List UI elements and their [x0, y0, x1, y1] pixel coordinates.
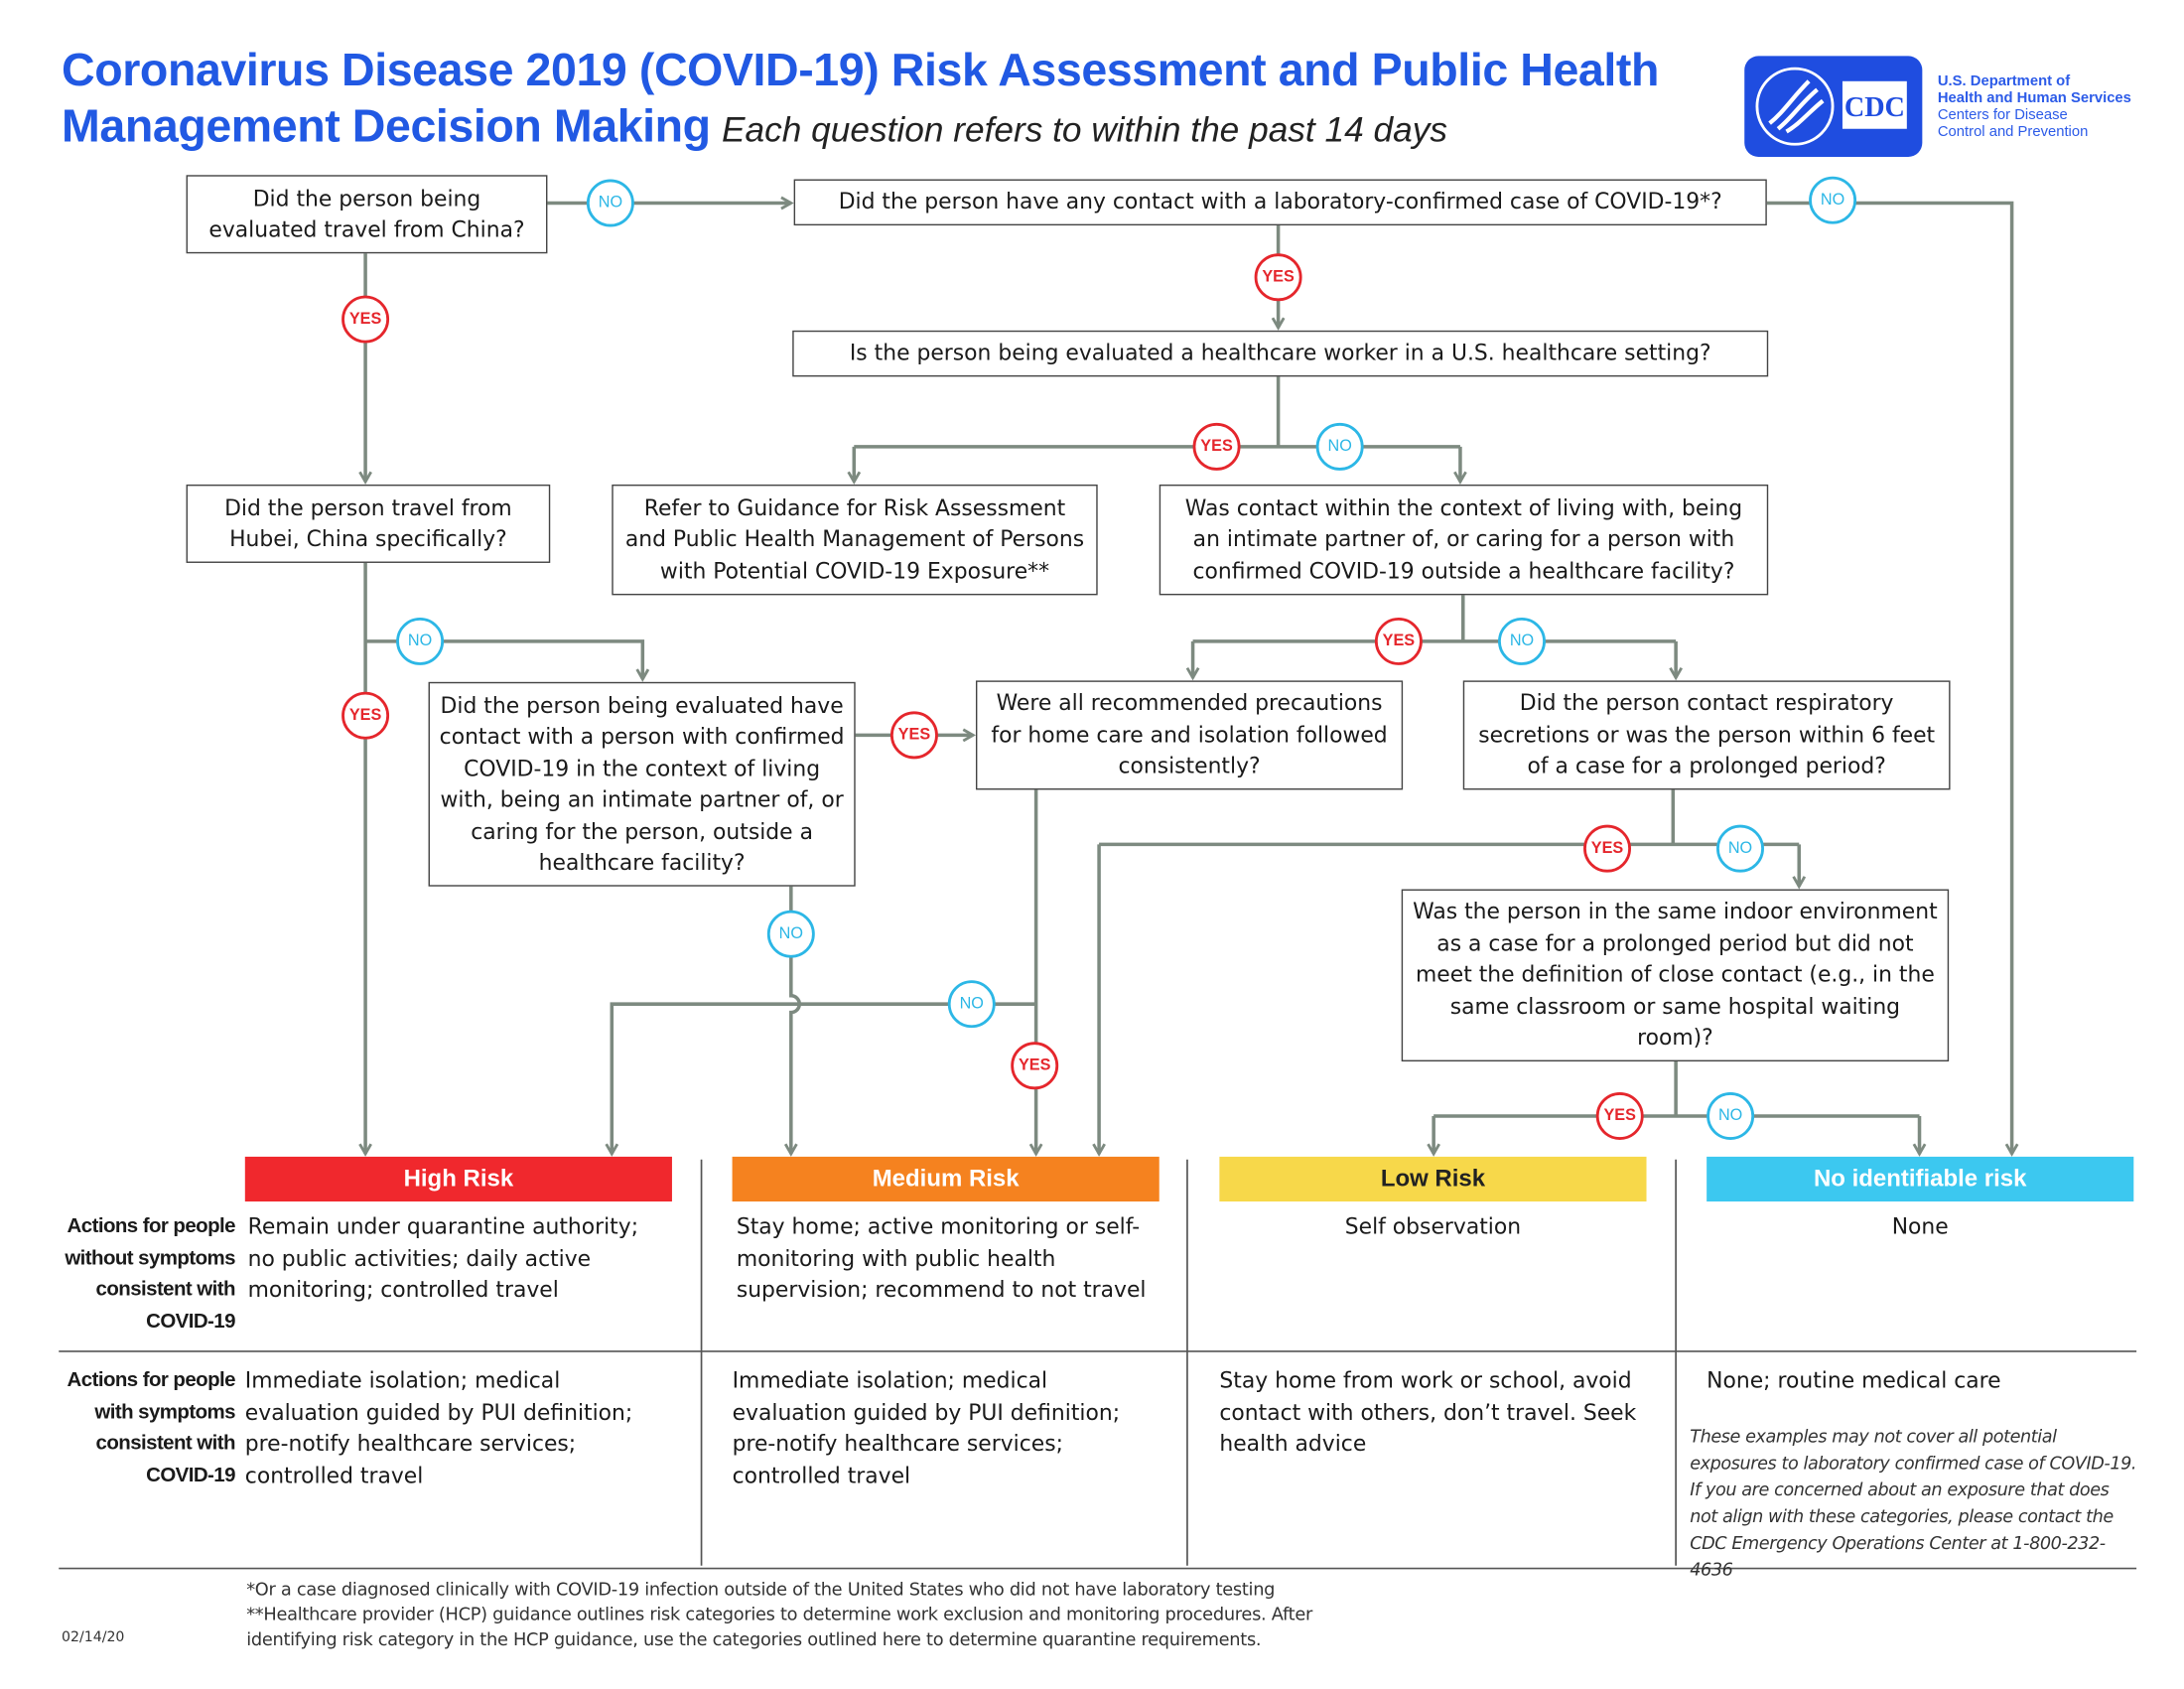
risk-header-none: No identifiable risk [1706, 1156, 2134, 1202]
low-risk-without-symptoms: Self observation [1344, 1213, 1522, 1240]
yes-badge: YES [1254, 253, 1302, 302]
connector [612, 1002, 1036, 1154]
subtitle: Each question refers to within the past … [721, 110, 1448, 150]
no-badge: NO [1706, 1092, 1755, 1140]
high-risk-without-symptoms: Remain under quarantine authority; no pu… [247, 1213, 639, 1303]
footnotes: *Or a case diagnosed clinically with COV… [246, 1577, 1366, 1652]
yes-badge: YES [341, 691, 390, 740]
disclaimer-note: These examples may not cover all potenti… [1690, 1425, 2137, 1580]
high-risk-with-symptoms: Immediate isolation; medical evaluation … [244, 1367, 633, 1488]
footnote-2: **Healthcare provider (HCP) guidance out… [246, 1603, 1313, 1650]
no-badge: NO [947, 980, 996, 1029]
medium-risk-without-symptoms: Stay home; active monitoring or self-mon… [736, 1213, 1147, 1303]
footnote-1: *Or a case diagnosed clinically with COV… [246, 1578, 1276, 1600]
risk-header-low: Low Risk [1219, 1156, 1647, 1202]
hcp-guidance-box: Refer to Guidance for Risk Assessment an… [612, 484, 1098, 596]
logo-line-1: U.S. Department of [1937, 72, 2071, 90]
logo-line-3: Centers for Disease [1937, 106, 2068, 124]
table-dividers [59, 1159, 2137, 1570]
connector [854, 374, 1460, 449]
yes-badge: YES [889, 711, 938, 760]
question-living-with: Was contact within the context of living… [1159, 484, 1769, 596]
risk-header-medium: Medium Risk [732, 1156, 1160, 1202]
question-precautions: Were all recommended precautions for hom… [975, 680, 1404, 790]
question-respiratory: Did the person contact respiratory secre… [1462, 680, 1951, 790]
logo-line-4: Control and Prevention [1937, 123, 2089, 141]
no-badge: NO [1716, 824, 1764, 873]
logo-line-2: Health and Human Services [1937, 89, 2131, 107]
hhs-cdc-logo: CDC [1744, 56, 1923, 157]
no-risk-with-symptoms: None; routine medical care [1706, 1367, 2001, 1394]
yes-badge: YES [1192, 422, 1241, 471]
question-lab-confirmed-contact: Did the person have any contact with a l… [793, 179, 1767, 226]
no-badge: NO [1809, 176, 1857, 224]
yes-badge: YES [1374, 617, 1423, 665]
yes-badge: YES [341, 295, 390, 344]
no-badge: NO [1498, 617, 1546, 665]
question-travel-china: Did the person being evaluated travel fr… [186, 175, 548, 254]
question-healthcare-worker: Is the person being evaluated a healthca… [792, 330, 1769, 377]
question-indoor-environment: Was the person in the same indoor enviro… [1401, 889, 1950, 1062]
title-line-1: Coronavirus Disease 2019 (COVID-19) Risk… [62, 43, 1659, 95]
medium-risk-with-symptoms: Immediate isolation; medical evaluation … [732, 1367, 1121, 1488]
connector [1433, 1059, 1920, 1118]
yes-badge: YES [1595, 1092, 1644, 1140]
no-badge: NO [766, 910, 815, 958]
low-risk-with-symptoms: Stay home from work or school, avoid con… [1219, 1367, 1637, 1457]
hhs-cdc-name: U.S. Department of Health and Human Serv… [1938, 72, 2131, 140]
yes-badge: YES [1011, 1042, 1059, 1090]
yes-badge: YES [1583, 824, 1631, 873]
risk-header-high: High Risk [244, 1156, 672, 1202]
page-title: Coronavirus Disease 2019 (COVID-19) Risk… [62, 42, 1659, 158]
title-line-2: Management Decision Making [62, 99, 711, 152]
hhs-eagle-icon: CDC [1755, 67, 1907, 146]
publication-date: 02/14/20 [62, 1629, 125, 1646]
question-hubei: Did the person travel from Hubei, China … [186, 484, 551, 563]
no-badge: NO [586, 179, 634, 227]
row-label-without-symptoms: Actions for people without symptoms cons… [65, 1215, 235, 1333]
connector [365, 639, 642, 679]
row-label-with-symptoms: Actions for people with symptoms consist… [67, 1369, 236, 1487]
cdc-mark: CDC [1844, 92, 1905, 123]
connector [1192, 593, 1677, 643]
question-household-contact: Did the person being evaluated have cont… [428, 681, 856, 887]
no-badge: NO [396, 617, 445, 665]
connector [1099, 787, 1800, 847]
no-badge: NO [1315, 422, 1364, 471]
no-risk-without-symptoms: None [1891, 1213, 1949, 1240]
